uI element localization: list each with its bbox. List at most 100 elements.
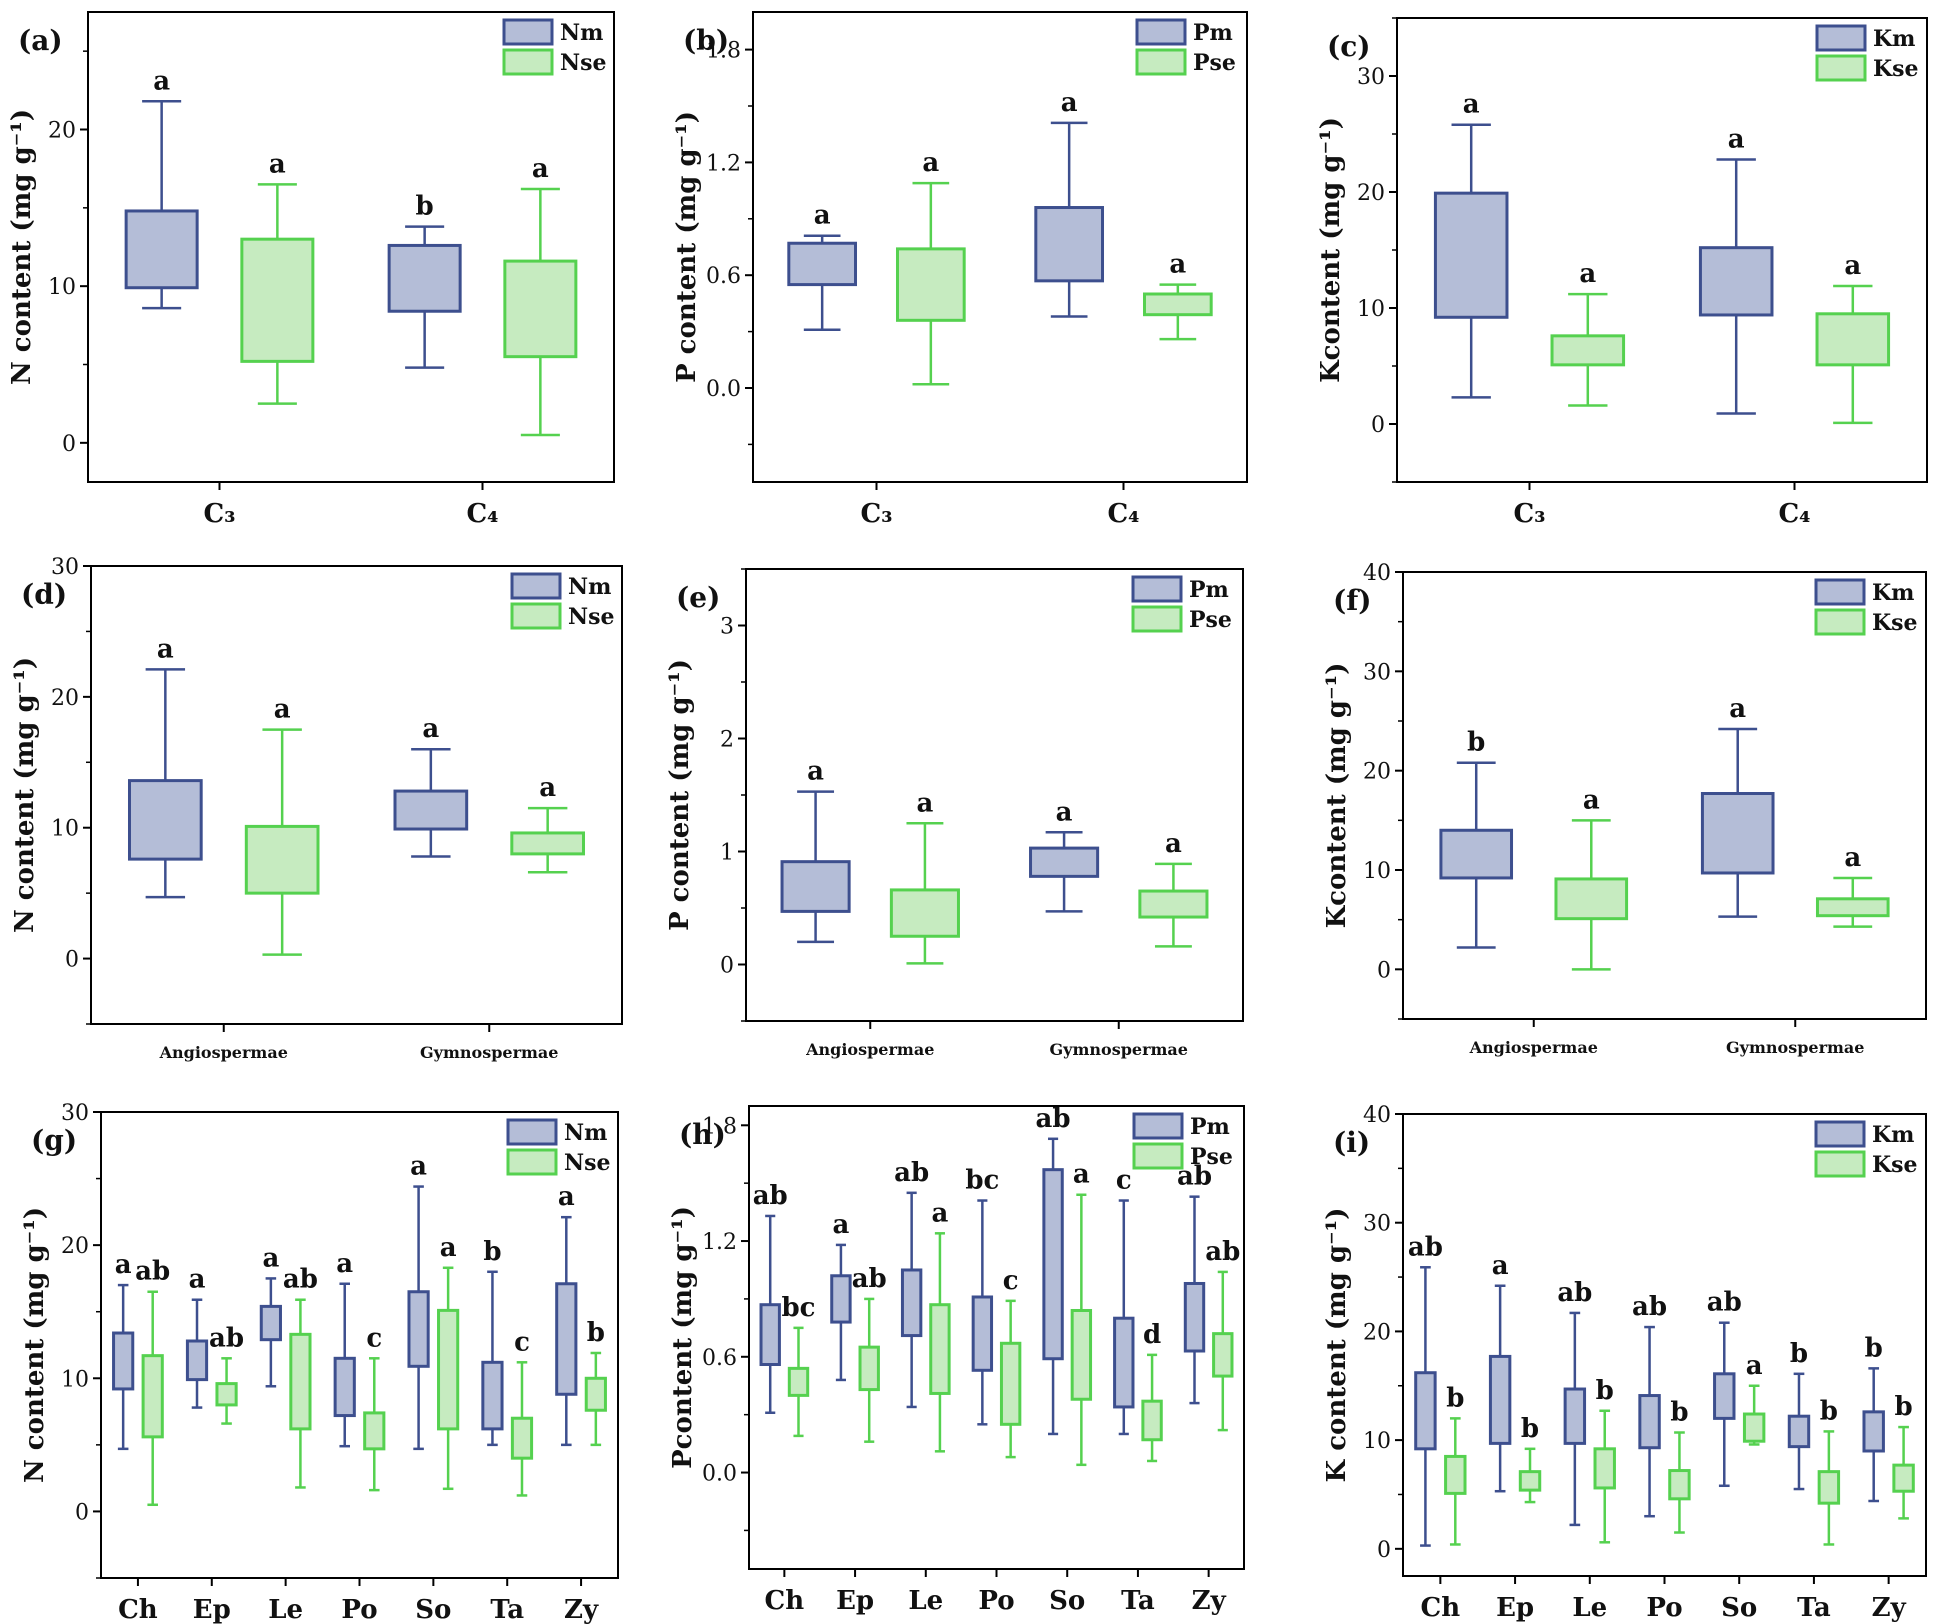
iqr-box [363,1411,386,1451]
panel-i: (i) 0 10 20 30 40 K content (mg g⁻¹) Ch Ep Le Po So… [1322,1103,1927,1623]
box-Nse-So: a [437,1233,460,1491]
box-Pse-Le: a [929,1198,951,1453]
iqr-box [1414,1371,1437,1451]
iqr-box [112,1331,135,1391]
panel-label: (b) [683,24,729,57]
box-Km-C₃: a [1433,90,1509,399]
x-tick-label: Zy [1872,1593,1907,1623]
legend-swatch-Pse [1135,48,1187,76]
box-Kse-Angiospermae: a [1554,785,1629,971]
y-tick-label: 0.6 [702,1346,737,1371]
legend-swatch-Nse [506,1148,558,1176]
iqr-box [1113,1316,1135,1409]
box-Pm-Gymnospermae: a [1029,797,1100,913]
plot-frame [1402,1113,1927,1577]
box-Km-Zy: b [1862,1333,1885,1503]
significance-label: ab [135,1257,170,1287]
iqr-box [1787,1414,1811,1449]
y-tick-label: 0 [720,954,734,979]
legend-label-Km: Km [1872,1122,1914,1148]
significance-label: a [1729,694,1746,724]
y-tick-label: 3 [720,615,734,640]
iqr-box [510,831,586,856]
significance-label: a [558,1182,575,1212]
legend: Km Kse [1814,578,1918,636]
iqr-box [240,237,315,363]
iqr-box [407,1290,430,1368]
legend-label-Nm: Nm [568,574,611,600]
significance-label: a [1061,88,1078,118]
legend: Pm Pse [1135,18,1236,76]
panel-d: (d) 0 10 20 30 N content (mg g⁻¹) Angiospermae… [10,555,623,1062]
box-Km-Po: ab [1632,1292,1667,1518]
legend-label-Pse: Pse [1193,50,1236,76]
significance-label: a [262,1243,279,1273]
significance-label: c [1116,1166,1132,1196]
box-Nm-So: a [407,1152,430,1451]
box-Nse-Gymnospermae: a [510,773,586,874]
x-tick-label: Ta [1121,1586,1155,1616]
box-Pse-Gymnospermae: a [1138,829,1209,948]
significance-label: b [1820,1396,1838,1426]
box-Pse-Po: c [999,1266,1022,1459]
box-Nse-Angiospermae: a [244,695,320,956]
y-tick-label: 30 [1357,65,1385,90]
legend: Km Kse [1815,24,1919,82]
iqr-box [510,1416,534,1460]
x-tick-label: Ta [490,1595,524,1624]
iqr-box [1862,1410,1885,1453]
y-tick-label: 0 [1371,413,1385,438]
y-axis-label: Kcontent (mg g⁻¹) [1316,117,1346,383]
significance-label: c [514,1327,530,1357]
x-tick-label: Ch [118,1595,158,1624]
legend-swatch-Pm [1131,575,1183,603]
y-tick-label: 10 [1357,297,1385,322]
y-tick-label: 40 [1363,1103,1391,1128]
x-tick-label: Angiospermae [1469,1038,1598,1057]
iqr-box [1713,1372,1736,1420]
box-Km-Ch: ab [1408,1232,1443,1547]
y-tick-label: 1.8 [702,1114,737,1139]
y-tick-label: 0.6 [706,264,741,289]
iqr-box [387,243,462,313]
plot-frame [745,568,1244,1022]
legend-swatch-Pm [1132,1112,1184,1140]
box-Nm-Angiospermae: a [127,634,203,899]
y-tick-label: 0.0 [702,1462,737,1487]
plot-frame [90,565,623,1025]
legend-label-Nse: Nse [560,50,607,76]
significance-label: a [440,1233,457,1263]
box-Pm-Ta: c [1113,1166,1135,1436]
box-Nm-Ta: b [481,1237,504,1447]
y-tick-label: 0 [65,948,79,973]
x-tick-label: C₄ [466,499,498,529]
significance-label: b [1596,1376,1614,1406]
significance-label: a [916,788,933,818]
box-Nse-Le: ab [283,1265,318,1489]
box-Nse-Ta: c [510,1327,534,1497]
y-tick-label: 30 [1363,1212,1391,1237]
legend-label-Nse: Nse [564,1150,611,1176]
significance-label: a [274,695,291,725]
legend: Pm Pse [1132,1112,1233,1170]
significance-label: ab [1408,1232,1443,1262]
iqr-box [999,1341,1022,1426]
y-tick-label: 20 [1357,181,1385,206]
x-tick-label: Gymnospermae [1726,1038,1864,1057]
significance-label: a [1579,259,1596,289]
legend-label-Kse: Kse [1872,1152,1918,1178]
legend: Km Kse [1814,1120,1918,1178]
significance-label: c [1003,1266,1019,1296]
iqr-box [900,1268,923,1338]
significance-label: a [931,1198,948,1228]
iqr-box [259,1304,282,1342]
y-tick-label: 1 [720,841,734,866]
panel-e: (e) 0 1 2 3 P content (mg g⁻¹) Angiospermae Gym… [665,568,1244,1059]
x-tick-label: Po [1646,1593,1682,1623]
iqr-box [1668,1469,1691,1501]
y-tick-label: 20 [51,686,79,711]
iqr-box [503,259,578,359]
x-tick-label: Le [1572,1593,1607,1623]
x-tick-label: Po [978,1586,1014,1616]
